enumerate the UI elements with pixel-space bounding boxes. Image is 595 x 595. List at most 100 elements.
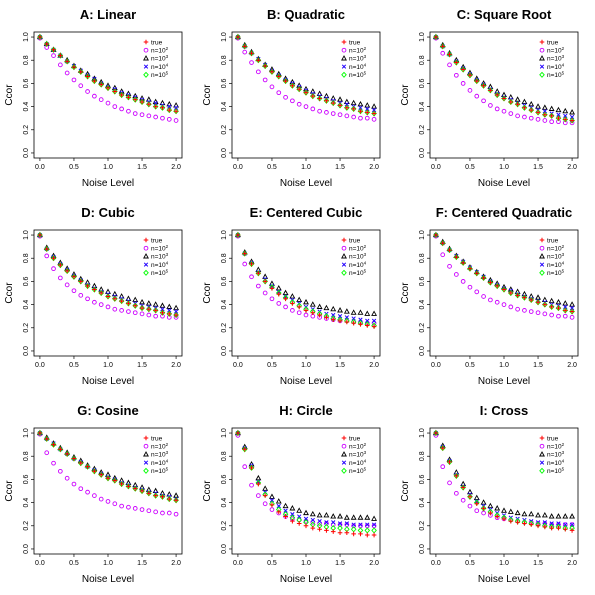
y-tick-label: 0.8 — [221, 253, 228, 263]
y-tick-label: 0.8 — [23, 451, 30, 461]
data-point — [153, 493, 158, 498]
data-point — [440, 44, 446, 49]
data-point — [255, 57, 262, 64]
legend-label-exponent: 4 — [166, 62, 169, 67]
data-point — [542, 302, 548, 307]
data-point — [119, 106, 124, 112]
data-point — [92, 299, 97, 305]
data-point — [330, 513, 337, 519]
data-point — [139, 507, 145, 512]
data-point — [173, 118, 179, 123]
data-point — [337, 318, 343, 324]
data-point — [562, 307, 569, 314]
y-tick-label: 0.2 — [221, 323, 228, 333]
legend-marker — [341, 71, 347, 78]
data-point — [92, 493, 97, 498]
data-point — [317, 526, 322, 532]
legend-marker — [539, 245, 545, 251]
data-point — [474, 270, 480, 276]
legend-label-exponent: 3 — [562, 252, 565, 257]
data-point — [283, 294, 288, 299]
data-point — [467, 88, 473, 93]
data-point — [166, 107, 172, 113]
data-point — [548, 105, 555, 111]
data-point — [112, 306, 118, 312]
data-point — [542, 111, 548, 118]
data-point — [447, 459, 452, 465]
data-point — [159, 302, 166, 308]
legend-label: n=102 — [349, 442, 367, 451]
data-point — [146, 101, 152, 107]
data-point — [488, 297, 493, 303]
legend-label: true — [547, 237, 559, 244]
data-point — [337, 102, 343, 109]
data-point — [132, 111, 138, 116]
data-point — [556, 313, 561, 319]
y-tick-label: 0.8 — [221, 451, 228, 461]
data-point — [310, 106, 316, 112]
data-point — [563, 113, 568, 119]
data-point — [351, 316, 356, 321]
data-point — [473, 494, 480, 501]
legend-marker — [539, 253, 545, 259]
data-point — [71, 64, 77, 71]
data-point — [460, 67, 466, 72]
data-point — [255, 69, 261, 75]
data-point — [542, 311, 548, 317]
data-point — [460, 66, 466, 73]
legend-marker — [341, 245, 347, 251]
data-point — [255, 493, 261, 498]
data-point — [146, 306, 152, 313]
data-point — [248, 50, 255, 57]
data-point — [290, 512, 295, 517]
legend-label-text: n=10 — [151, 270, 166, 277]
data-point — [303, 516, 309, 521]
data-point — [439, 43, 446, 50]
legend-label-exponent: 2 — [166, 46, 169, 51]
data-point — [330, 317, 336, 322]
data-point — [173, 102, 180, 108]
data-point — [323, 97, 330, 104]
legend-label-exponent: 2 — [364, 46, 367, 51]
data-point — [146, 306, 152, 312]
data-point — [296, 507, 303, 513]
series-1 — [37, 35, 179, 123]
data-point — [289, 505, 296, 511]
data-point — [241, 43, 248, 50]
legend-label-text: n=10 — [349, 444, 364, 451]
x-tick-label: 1.0 — [103, 362, 113, 369]
legend-marker — [341, 269, 347, 276]
data-point — [303, 89, 309, 96]
x-tick-label: 1.5 — [533, 560, 543, 567]
data-point — [501, 302, 507, 307]
x-tick-label: 0.0 — [35, 560, 45, 567]
data-point — [501, 507, 507, 513]
y-tick-label: 0.8 — [419, 253, 426, 263]
data-point — [460, 485, 466, 490]
data-point — [71, 481, 77, 487]
data-point — [112, 296, 118, 302]
data-point — [111, 295, 118, 302]
data-point — [126, 504, 131, 510]
legend-label: n=104 — [349, 62, 367, 71]
data-point — [84, 73, 91, 80]
data-point — [242, 261, 248, 267]
legend-label: n=103 — [349, 252, 367, 261]
legend-label-text: n=10 — [151, 254, 166, 261]
data-point — [139, 98, 145, 106]
chart-panel: E: Centered Cubic 0.0 0.5 1.0 1.5 2.0 0.0 0.2 0.… — [198, 198, 396, 396]
data-point — [480, 499, 487, 505]
data-point — [324, 110, 329, 115]
y-tick-label: 0.4 — [419, 300, 426, 310]
series-4 — [433, 231, 575, 315]
chart-svg: H: Circle 0.0 0.5 1.0 1.5 2.0 0.0 0.2 0.4 0.6 0.8 1… — [202, 403, 381, 585]
data-point — [64, 282, 70, 288]
legend-label-exponent: 3 — [364, 252, 367, 257]
legend-label-text: n=10 — [349, 452, 364, 459]
data-point — [433, 232, 439, 238]
data-point — [283, 508, 288, 513]
data-point — [364, 532, 370, 538]
data-point — [71, 273, 77, 280]
data-point — [562, 300, 569, 306]
data-point — [562, 313, 568, 319]
